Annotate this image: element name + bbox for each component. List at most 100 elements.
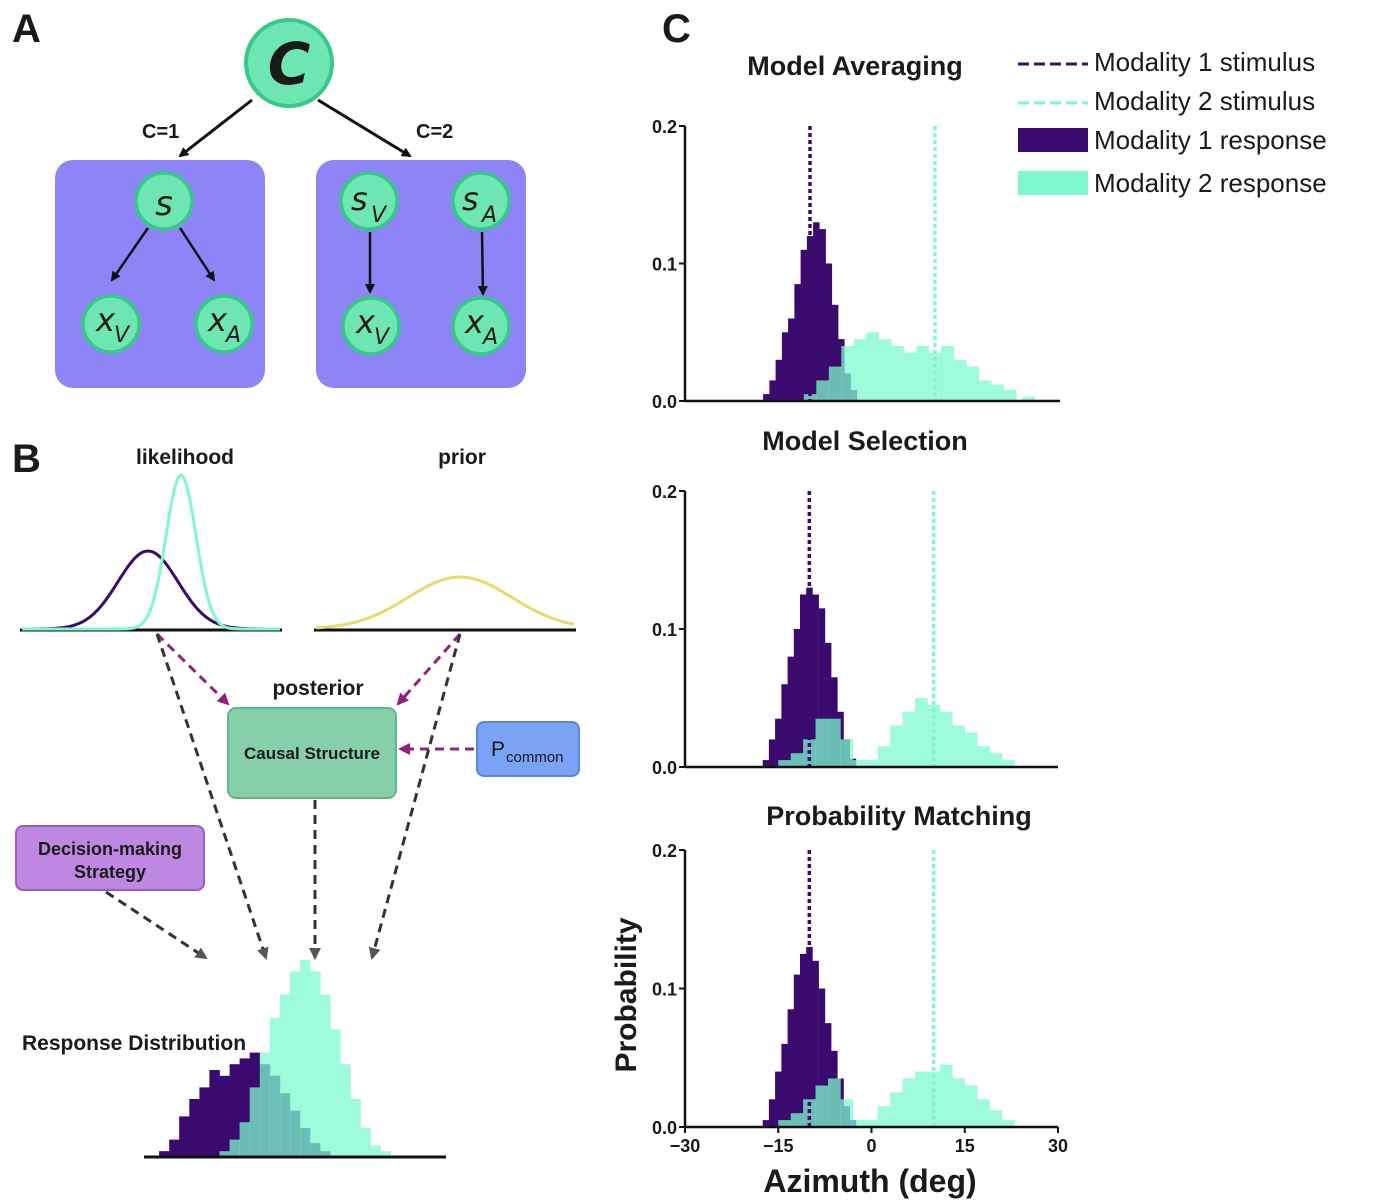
y-tick-label: 0.2 [652, 841, 677, 861]
modality1-response-bar [781, 332, 789, 402]
panel-a: A C=1 C=2 C s x V x A s V s A x V [12, 7, 526, 388]
modality2-response-bar [966, 366, 980, 401]
response-modality2-bar [269, 1017, 281, 1157]
response-modality2-bar [290, 971, 301, 1157]
y-tick-label: 0.1 [652, 980, 677, 1000]
response-modality2-bar [370, 1145, 381, 1157]
response-modality2-bar [300, 959, 311, 1157]
modality2-response-bar [989, 753, 1003, 767]
modality2-response-bar [803, 394, 817, 401]
modality2-response-bar [927, 1071, 941, 1127]
modality1-response-bar [812, 960, 819, 1127]
modality2-response-bar [915, 1071, 928, 1127]
legend-mod2-resp-swatch [1018, 171, 1088, 195]
response-modality2-bar [310, 971, 321, 1157]
legend-mod2-resp-label: Modality 2 response [1094, 168, 1327, 198]
modality1-response-bar [769, 380, 776, 401]
modality2-response-bar [816, 380, 830, 401]
edge-c-to-c2 [317, 98, 412, 158]
x-axis-label: Azimuth (deg) [763, 1163, 976, 1199]
p-common-sub: common [506, 749, 564, 766]
modality1-response-bar [819, 229, 826, 401]
likelihood-modality2-curve [22, 473, 280, 631]
response-modality2-bar [249, 1087, 261, 1157]
modality2-response-bar [1002, 760, 1015, 767]
decision-strategy-line1: Decision-making [38, 839, 182, 859]
chart-2: Model Selection 0.0 0.1 0.2 [652, 426, 1058, 778]
y-tick-label: 0.1 [652, 620, 677, 640]
response-modality2-bar [380, 1151, 391, 1157]
node-s [134, 171, 194, 231]
decision-strategy-line2: Strategy [74, 862, 146, 882]
modality2-response-bar [865, 760, 878, 767]
modality2-response-bar [803, 1099, 816, 1127]
modality2-response-bar [815, 718, 829, 767]
edge-label-c2: C=2 [416, 121, 453, 143]
node-xv-c2-base: x [355, 303, 376, 341]
modality1-response-bar [775, 718, 782, 767]
response-modality2-bar [279, 994, 291, 1157]
modality2-response-bar [840, 739, 854, 767]
modality2-response-bar [790, 753, 804, 767]
modality2-response-bar [852, 760, 866, 767]
modality2-response-bar [902, 711, 916, 767]
modality2-response-bar [977, 1099, 990, 1127]
modality2-response-bar [877, 1106, 891, 1127]
modality2-response-bar [866, 332, 880, 402]
modality2-response-bar [952, 725, 965, 767]
modality1-response-bar [781, 684, 788, 767]
node-sv-base: s [351, 180, 368, 218]
modality1-response-bar [800, 249, 808, 401]
modality1-response-bar [824, 1023, 832, 1127]
modality1-response-bar [800, 594, 807, 767]
modality1-response-bar [800, 953, 807, 1127]
edge-s-to-xa [178, 227, 216, 282]
chart-1: Model Averaging 0.0 0.1 0.2 [652, 51, 1060, 412]
y-axis-label: Probability [610, 917, 643, 1072]
x-tick-label: −30 [670, 1136, 701, 1156]
modality2-response-bar [890, 725, 903, 767]
legend-mod1-stim-label: Modality 1 stimulus [1094, 47, 1315, 77]
modality1-response-bar [813, 222, 820, 402]
modality1-response-bar [818, 988, 826, 1127]
node-sa-sub: A [480, 203, 497, 228]
modality1-response-bar [793, 629, 801, 767]
x-tick-label: −15 [763, 1136, 794, 1156]
modality2-response-bar [815, 1085, 829, 1127]
response-distribution-histogram [144, 959, 446, 1159]
node-sv [339, 171, 399, 231]
edge-label-c1: C=1 [142, 121, 179, 143]
response-modality1-bar [169, 1139, 180, 1157]
modality1-response-bar [831, 304, 839, 402]
likelihood-label: likelihood [136, 446, 234, 469]
response-modality2-bar [259, 1052, 271, 1157]
node-xv-c1-sub: V [114, 323, 131, 348]
panel-c-charts: Model Averaging 0.0 0.1 0.2 Model Selection 0… [652, 51, 1068, 1156]
node-sa [451, 171, 511, 231]
panel-b-label: B [12, 437, 41, 481]
node-c [244, 18, 334, 108]
response-modality2-bar [239, 1122, 250, 1157]
modality2-response-bar [989, 1110, 1003, 1127]
node-xa-c1 [194, 294, 254, 354]
chart-title: Probability Matching [766, 801, 1032, 831]
posterior-label: posterior [272, 677, 363, 700]
response-modality1-bar [159, 1151, 170, 1157]
panel-b: B likelihood prior posterior Causal Stru… [12, 437, 580, 1159]
response-modality1-bar [219, 1075, 230, 1157]
likelihood-modality1-curve [22, 549, 280, 631]
modality1-response-bar [806, 947, 813, 1127]
legend-mod1-resp-label: Modality 1 response [1094, 125, 1327, 155]
modality1-response-bar [788, 318, 795, 401]
modality2-response-bar [927, 704, 941, 767]
modality1-response-bar [825, 263, 833, 401]
y-tick-label: 0.2 [652, 117, 677, 137]
modality2-response-bar [991, 384, 1005, 401]
response-modality1-bar [229, 1064, 240, 1157]
prior-label: prior [438, 446, 486, 469]
modality1-response-bar [787, 656, 795, 767]
modality2-response-bar [939, 1064, 953, 1127]
decision-to-response-arrow [105, 890, 208, 960]
causal-structure-box [227, 707, 397, 799]
response-modality2-bar [330, 1029, 341, 1157]
